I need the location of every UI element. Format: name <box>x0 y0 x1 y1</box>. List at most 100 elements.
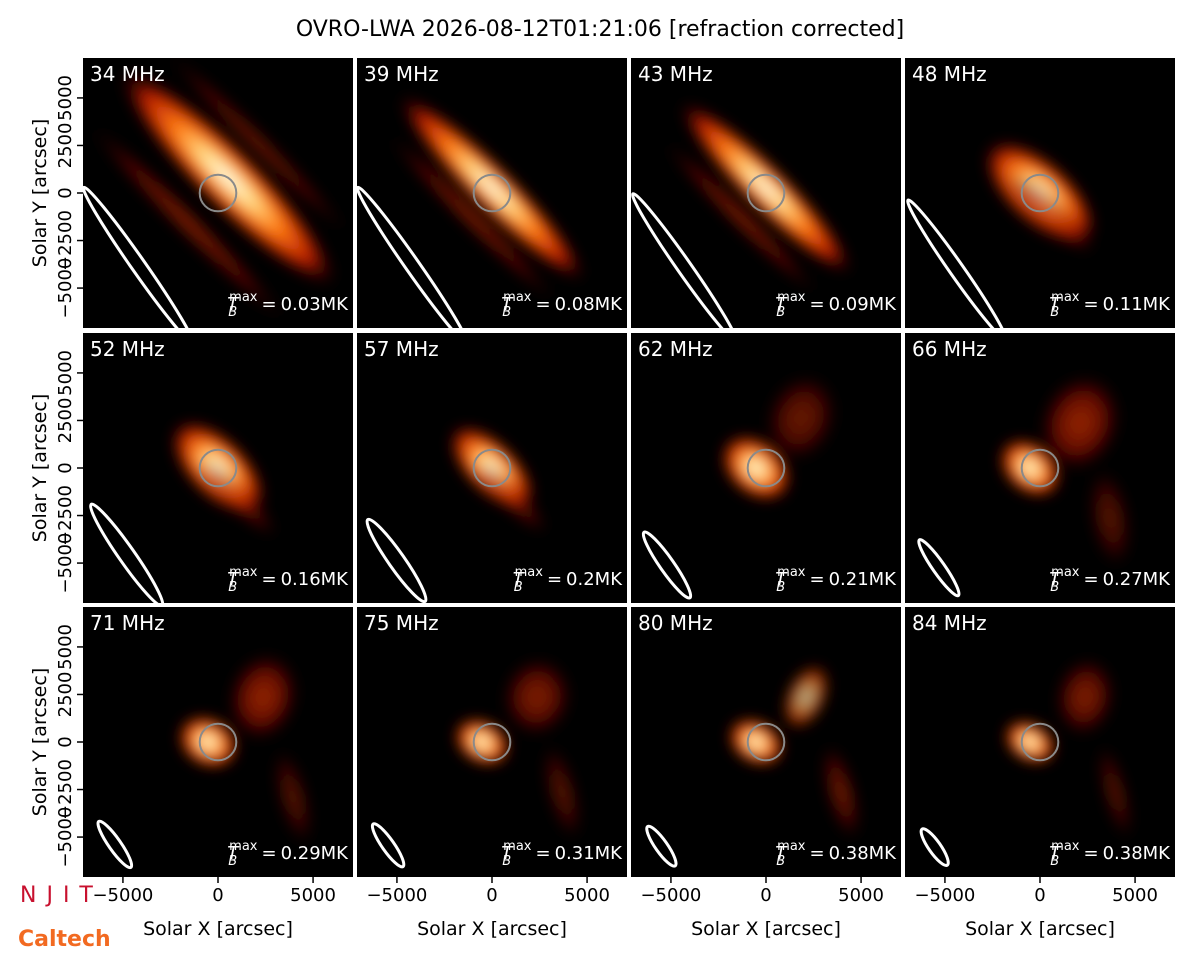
tb-value: 0.16MK <box>281 569 350 590</box>
emission <box>821 743 861 841</box>
emission <box>501 657 573 737</box>
emission <box>475 461 549 535</box>
tb-symbol: T <box>501 294 514 315</box>
panel <box>357 58 627 328</box>
radio-image <box>727 664 861 841</box>
y-tick-label: 0 <box>55 187 76 198</box>
emission <box>398 94 586 282</box>
tb-sup: max <box>515 565 544 580</box>
tb-value: 0.21MK <box>829 569 898 590</box>
tb-max-label: TBmax = 0.29MK <box>227 839 349 869</box>
tb-symbol: T <box>227 843 240 864</box>
logo-caltech: Caltech <box>18 927 111 952</box>
emission <box>782 664 830 730</box>
beam <box>917 538 961 598</box>
tb-eq: = <box>261 569 276 590</box>
y-axis-label: Solar Y [arcsec] <box>29 668 51 816</box>
tb-max-label: TBmax = 0.38MK <box>775 839 897 869</box>
tb-sup: max <box>229 839 258 854</box>
emission <box>177 715 239 769</box>
tb-symbol: T <box>1049 843 1062 864</box>
x-tick-label: 5000 <box>290 885 336 906</box>
emission <box>1003 719 1057 765</box>
emission <box>386 132 558 304</box>
tb-max-label: TBmax = 0.16MK <box>227 565 349 595</box>
solar-disk <box>198 722 238 762</box>
tb-sub: B <box>502 854 511 869</box>
tb-max-label: TBmax = 0.11MK <box>1049 290 1171 320</box>
frequency-label: 57 MHz <box>364 337 439 361</box>
tb-sup: max <box>777 290 806 305</box>
tb-max-label: TBmax = 0.08MK <box>501 290 623 320</box>
panel <box>357 607 627 877</box>
solar-disk <box>746 722 786 762</box>
y-tick-label: −2500 <box>55 485 76 546</box>
tb-eq: = <box>535 294 550 315</box>
beam <box>919 827 950 867</box>
tb-sup: max <box>1051 839 1080 854</box>
panel <box>631 333 901 603</box>
tb-value: 0.2MK <box>566 569 623 590</box>
tb-symbol: T <box>775 294 788 315</box>
frequency-label: 39 MHz <box>364 62 439 86</box>
y-tick-label: −2500 <box>55 759 76 820</box>
tb-eq: = <box>261 843 276 864</box>
solar-disk <box>472 173 512 213</box>
tb-max-label: TBmax = 0.2MK <box>513 565 624 595</box>
tb-sup: max <box>503 839 532 854</box>
solar-disk <box>746 448 786 488</box>
beam <box>906 198 1008 328</box>
radio-image <box>170 420 278 538</box>
y-tick-label: −5000 <box>55 258 76 319</box>
x-tick-label: −5000 <box>92 885 153 906</box>
x-tick-label: 5000 <box>564 885 610 906</box>
tb-eq: = <box>809 569 824 590</box>
x-tick-label: 0 <box>486 885 497 906</box>
tb-sub: B <box>776 580 785 595</box>
emission <box>88 123 288 323</box>
y-tick-label: 0 <box>55 462 76 473</box>
frequency-label: 34 MHz <box>90 62 165 86</box>
logo-njit: NJIT <box>20 883 103 908</box>
beam <box>83 185 195 328</box>
panel <box>631 58 901 328</box>
x-axis-label: Solar X [arcsec] <box>417 918 567 940</box>
tb-value: 0.08MK <box>555 294 624 315</box>
radio-image <box>983 140 1097 255</box>
radio-image <box>453 657 582 841</box>
y-tick-label: 0 <box>55 736 76 747</box>
tb-sup: max <box>229 290 258 305</box>
emission <box>1004 171 1096 255</box>
solar-disk <box>746 173 786 213</box>
tb-eq: = <box>535 843 550 864</box>
tb-symbol: T <box>501 843 514 864</box>
panel <box>357 333 627 603</box>
tb-symbol: T <box>1049 294 1062 315</box>
panel <box>83 58 353 328</box>
tb-symbol: T <box>227 569 240 590</box>
emission <box>1088 468 1132 568</box>
emission <box>453 717 511 767</box>
frequency-label: 84 MHz <box>912 611 987 635</box>
tb-sup: max <box>1051 565 1080 580</box>
tb-max-label: TBmax = 0.27MK <box>1049 565 1171 595</box>
tb-eq: = <box>1083 569 1098 590</box>
beam <box>370 822 406 869</box>
frequency-label: 75 MHz <box>364 611 439 635</box>
frequency-label: 43 MHz <box>638 62 713 86</box>
y-axis-label: Solar Y [arcsec] <box>29 119 51 267</box>
tb-sup: max <box>777 839 806 854</box>
radio-image <box>1003 657 1133 841</box>
frequency-label: 71 MHz <box>90 611 165 635</box>
emission <box>662 139 820 297</box>
emission <box>542 743 582 841</box>
solar-disk <box>472 448 512 488</box>
solar-disk <box>1020 173 1060 213</box>
solar-disk <box>1020 448 1060 488</box>
beam <box>365 517 428 603</box>
panel <box>83 333 353 603</box>
radio-image <box>998 374 1132 568</box>
tb-eq: = <box>547 569 562 590</box>
tb-symbol: T <box>513 569 526 590</box>
